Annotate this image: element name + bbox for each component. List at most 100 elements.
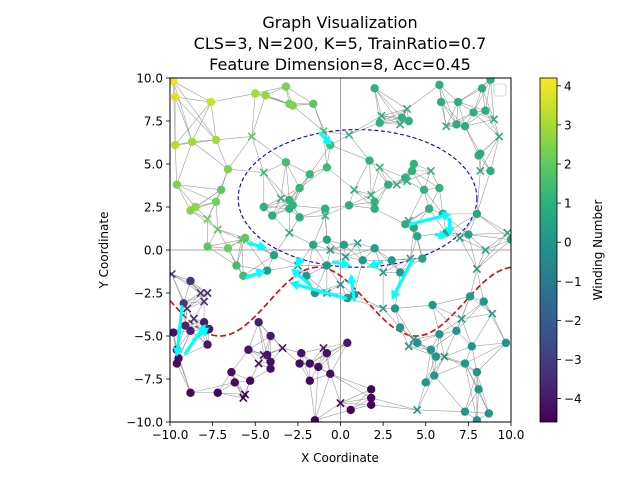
graph-edge [485,79,491,111]
train-node-marker [251,89,260,98]
graph-edge [330,373,372,399]
graph-edge [280,162,287,199]
train-node-marker [431,352,441,361]
graph-edge [217,229,246,239]
graph-edge [207,239,242,247]
graph-edge [411,170,440,189]
graph-edge [248,322,259,350]
test-node-marker [426,166,436,176]
train-node-marker [295,183,304,193]
train-node-marker [460,407,470,416]
graph-edge [217,392,244,399]
graph-edge [371,397,418,411]
graph-edge [353,260,363,295]
y-tick-label: −5.0 [134,330,163,344]
test-node-marker [402,104,412,114]
graph-edge [464,110,486,127]
train-node-marker [285,204,294,213]
train-node-marker [181,321,190,330]
x-axis-label: X Coordinate [301,451,379,465]
train-node-marker [305,170,315,179]
graph-edge [476,249,486,270]
graph-edge [485,110,500,137]
train-node-marker [314,362,323,372]
train-node-marker [268,211,277,220]
direction-arrow [295,256,305,268]
train-node-marker [170,78,178,86]
graph-edge [299,208,326,218]
graph-edge [263,172,282,199]
graph-edge [439,84,457,125]
graph-edge [457,88,483,103]
graph-edge [251,95,266,137]
train-node-marker [262,350,272,360]
train-node-marker [366,385,376,394]
graph-edge [236,239,242,266]
graph-edge [395,304,433,309]
direction-arrow [434,230,448,240]
test-node-marker [336,280,345,289]
graph-edge [314,409,351,421]
graph-edge [314,373,331,421]
train-node-marker [320,204,330,213]
train-node-marker [481,106,490,115]
graph-edge [289,232,314,246]
test-node-marker [413,405,422,415]
train-node-marker [322,349,332,358]
graph-edge [369,160,389,185]
direction-arrow [172,305,184,357]
train-node-marker [486,78,495,84]
graph-edge [434,363,466,376]
graph-edge [371,404,418,411]
graph-edge [469,268,478,297]
graph-edge [394,308,415,340]
direction-arrow [367,259,384,269]
x-tick-label: 0.0 [331,428,350,442]
chart-title-line-2: CLS=3, N=200, K=5, TrainRatio=0.7 [194,34,487,53]
graph-edge [417,409,465,412]
graph-edge [353,160,370,190]
train-node-marker [435,330,444,339]
graph-edge [406,170,431,182]
x-tick-label: −2.5 [283,428,312,442]
y-tick-label: 0.0 [144,244,163,258]
test-node-marker [278,343,287,353]
test-node-marker [170,269,176,279]
graph-edge [176,184,222,191]
train-node-marker [232,261,241,270]
train-node-marker [365,156,374,165]
graph-edge [348,122,380,136]
direction-arrow [346,274,357,302]
graph-edge [318,342,348,368]
train-node-marker [172,359,182,368]
graph-edge [248,349,271,363]
test-node-marker [320,211,330,220]
train-node-marker [322,261,332,270]
train-node-marker [186,326,195,336]
test-node-marker [189,314,199,323]
test-node-marker [326,245,335,255]
train-node-marker [170,92,180,102]
test-node-marker [213,225,222,234]
reference-ellipse [237,129,478,268]
graph-edge [215,139,229,170]
test-node-marker [494,132,504,141]
train-node-marker [370,204,379,213]
train-node-marker [387,256,396,265]
train-node-marker [259,202,268,212]
graph-edge [348,204,375,210]
train-node-marker [501,338,511,348]
train-node-marker [227,367,236,377]
colorbar-tick-label: −3 [564,353,582,367]
graph-edge [312,215,326,245]
train-node-marker [452,120,461,129]
test-node-marker [503,228,511,237]
graph-edge [174,96,193,142]
train-node-marker [297,349,306,358]
graph-edge [309,144,331,175]
train-node-marker [310,416,320,422]
train-node-marker [309,99,318,109]
direction-arrow [245,269,266,280]
x-tick-label: 2.5 [374,428,393,442]
graph-edge [173,81,193,142]
